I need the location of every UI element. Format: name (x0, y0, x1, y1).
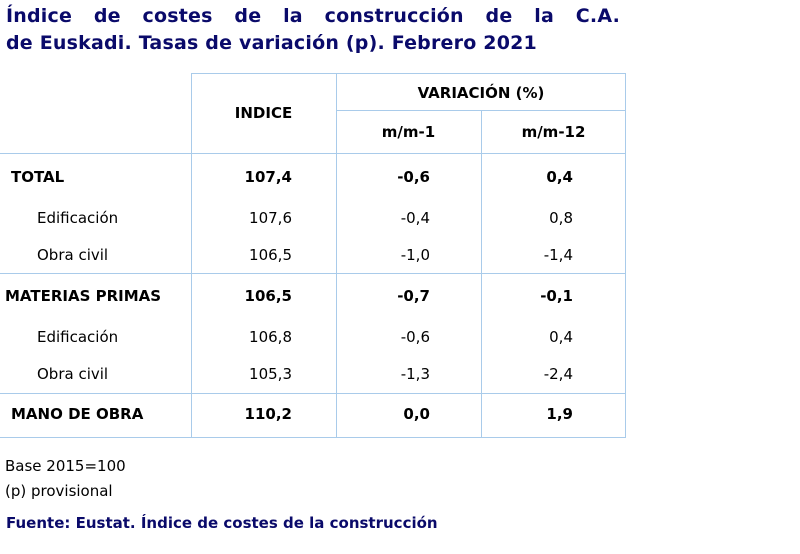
cell: -0,6 (400, 328, 430, 346)
cell: 110,2 (244, 405, 292, 423)
cell: -2,4 (543, 365, 573, 383)
border (0, 437, 626, 438)
border (0, 153, 626, 154)
cell: 106,5 (244, 287, 292, 305)
cell: -1,4 (543, 246, 573, 264)
title: Índice de costes de la construcción de l… (6, 3, 620, 57)
cell: -0,7 (397, 287, 430, 305)
header-cell: INDICE (234, 104, 293, 122)
header-cell: VARIACIÓN (%) (417, 84, 545, 102)
cell: 1,9 (546, 405, 573, 423)
cell: -0,6 (397, 168, 430, 186)
border (481, 110, 482, 438)
note: (p) provisional (5, 482, 113, 500)
cell: -1,3 (400, 365, 430, 383)
title-line: Índice de costes de la construcción de l… (6, 5, 620, 27)
row-label: TOTAL (11, 168, 65, 186)
header-cell: m/m-1 (381, 123, 436, 141)
cell: 0,8 (549, 209, 573, 227)
cell: 0,4 (546, 168, 573, 186)
row-label: Edificación (37, 209, 119, 227)
border (191, 73, 626, 74)
border (0, 273, 626, 274)
cell: 107,6 (249, 209, 292, 227)
source: Fuente: Eustat. Índice de costes de la c… (6, 514, 438, 532)
cell: -1,0 (400, 246, 430, 264)
cell: 106,8 (249, 328, 292, 346)
row-label: MATERIAS PRIMAS (5, 287, 162, 305)
note: Base 2015=100 (5, 457, 126, 475)
cell: 107,4 (244, 168, 292, 186)
cell: 105,3 (249, 365, 292, 383)
cell: -0,1 (540, 287, 573, 305)
cell: 0,0 (403, 405, 430, 423)
row-label: MANO DE OBRA (11, 405, 144, 423)
border (336, 73, 337, 438)
row-label: Obra civil (37, 365, 109, 383)
cell: -0,4 (400, 209, 430, 227)
header-cell: m/m-12 (521, 123, 586, 141)
border (625, 73, 626, 438)
cell: 0,4 (549, 328, 573, 346)
border (191, 73, 192, 438)
cell: 106,5 (249, 246, 292, 264)
title-line: de Euskadi. Tasas de variación (p). Febr… (6, 32, 537, 54)
row-label: Edificación (37, 328, 119, 346)
border (0, 393, 626, 394)
row-label: Obra civil (37, 246, 109, 264)
